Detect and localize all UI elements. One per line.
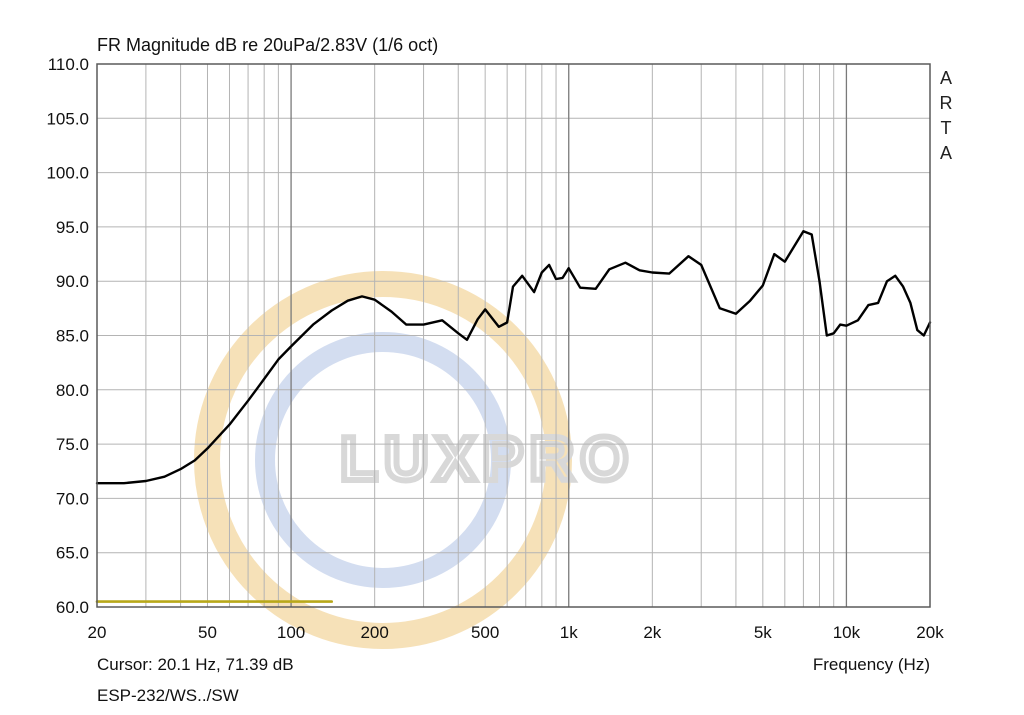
cursor-readout: Cursor: 20.1 Hz, 71.39 dB	[97, 655, 294, 674]
arta-letter: T	[940, 118, 952, 138]
y-tick-label: 90.0	[56, 272, 89, 291]
watermark-inner-ring	[255, 332, 511, 588]
watermark-text: LUXPRO	[340, 425, 634, 494]
x-tick-label: 500	[471, 623, 499, 642]
x-tick-label: 2k	[643, 623, 661, 642]
y-tick-label: 75.0	[56, 435, 89, 454]
x-tick-label: 100	[277, 623, 305, 642]
arta-letter: A	[939, 143, 952, 163]
arta-letter: A	[939, 68, 952, 88]
measurement-name: ESP-232/WS../SW	[97, 686, 239, 705]
x-tick-label: 200	[360, 623, 388, 642]
x-tick-label: 5k	[754, 623, 772, 642]
y-tick-label: 105.0	[46, 109, 89, 128]
x-tick-label: 20k	[916, 623, 944, 642]
y-tick-label: 70.0	[56, 489, 89, 508]
frequency-response-curve	[95, 229, 932, 485]
x-axis-label: Frequency (Hz)	[812, 655, 930, 674]
x-tick-label: 10k	[833, 623, 861, 642]
y-axis-ticks: 110.0 105.0 100.0 95.0 90.0 85.0 80.0 75.0 70.0 6…	[46, 55, 89, 617]
x-tick-label: 20	[88, 623, 107, 642]
y-tick-label: 100.0	[46, 164, 89, 183]
arta-brand: A R T A	[936, 66, 956, 166]
x-axis-ticks: 20 50 100 200 500 1k 2k 5k 10k 20k	[88, 623, 945, 642]
y-tick-label: 85.0	[56, 327, 89, 346]
chart-series	[95, 229, 932, 603]
x-tick-label: 50	[198, 623, 217, 642]
chart-title: FR Magnitude dB re 20uPa/2.83V (1/6 oct)	[97, 35, 439, 55]
luxpro-watermark: LUXPRO	[194, 271, 634, 649]
chart-grid	[97, 64, 930, 607]
y-tick-label: 80.0	[56, 381, 89, 400]
arta-letter: R	[939, 93, 953, 113]
x-tick-label: 1k	[560, 623, 578, 642]
y-tick-label: 65.0	[56, 544, 89, 563]
y-tick-label: 60.0	[56, 598, 89, 617]
plot-frame	[96, 63, 931, 608]
y-tick-label: 95.0	[56, 218, 89, 237]
y-tick-label: 110.0	[48, 55, 89, 74]
